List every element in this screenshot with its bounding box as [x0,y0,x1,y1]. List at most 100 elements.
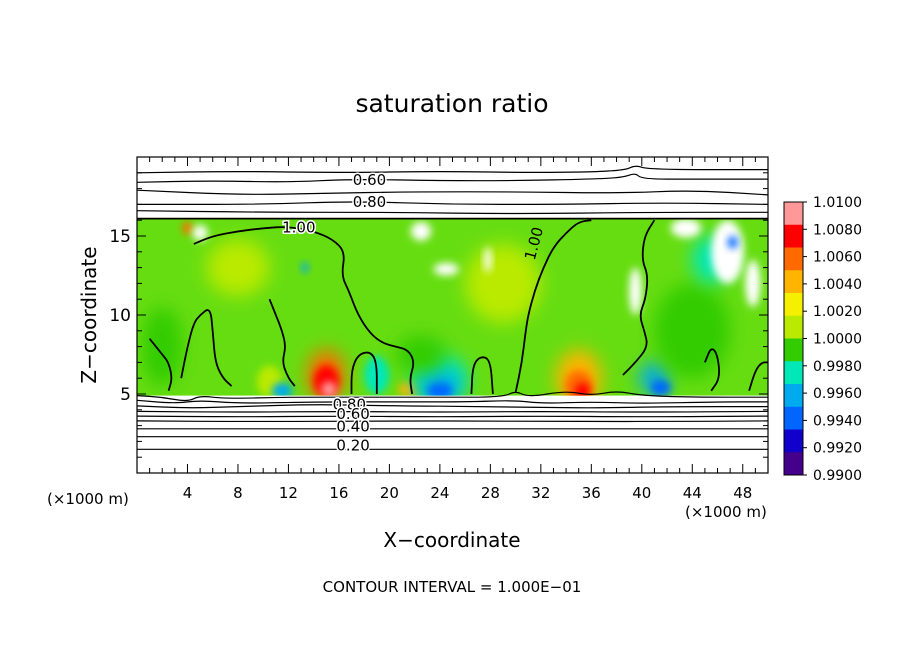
x-tick-label: 20 [380,484,399,502]
contour-line [137,420,768,423]
y-axis-ticks: 5 10 15 [109,172,768,458]
saturation-blob [574,382,591,396]
contour-line [137,189,768,196]
contour-line [514,219,592,393]
x-tick-label: 12 [279,484,298,502]
colorbar-label: 1.0060 [813,250,862,266]
colorbar-swatch [784,338,803,362]
saturation-blob [727,236,738,249]
saturation-blob [395,335,447,374]
contour-line [180,309,233,387]
colorbar-swatch [784,429,803,453]
contour-line [137,391,768,402]
contour-labels: 0.600.801.00 1.000.800.600.400.20 [281,170,547,456]
x-axis-label: X−coordinate [383,528,520,552]
y-tick-label: 15 [109,227,131,247]
colorbar-swatch [784,202,803,226]
colorbar-label: 0.9960 [813,386,862,402]
colorbar-swatch [784,293,803,317]
contour-label: 0.80 [353,193,386,211]
contour-line [268,298,296,387]
contour-label: 0.60 [336,405,369,423]
colorbar-label: 1.0100 [813,195,862,211]
contour-line [137,404,768,409]
x-tick-label: 8 [233,484,243,502]
contour-label: 1.00 [282,219,315,237]
saturation-blob [711,220,745,284]
saturation-blob [629,267,642,315]
colorbar-swatch [784,406,803,430]
colorbar-label: 1.0000 [813,332,862,348]
saturation-blob [670,218,702,238]
contour-lines [137,165,768,450]
x-tick-label: 40 [632,484,651,502]
x-tick-label: 4 [183,484,193,502]
colorbar-swatch [784,361,803,385]
contour-line [193,226,415,395]
saturation-blob [745,259,761,308]
colorbar-label: 0.9900 [813,468,862,484]
contour-line [137,201,768,206]
saturation-blob [410,221,432,241]
saturation-blob [484,247,492,273]
contour-line [350,351,378,394]
contour-line [137,165,768,174]
x-tick-label: 36 [582,484,601,502]
x-tick-label: 48 [733,484,752,502]
saturation-blob [650,379,671,396]
saturation-blob [427,382,453,396]
contour-line [622,219,656,376]
colorbar: 1.0100 1.0080 1.0060 1.0040 1.0020 1.0000 0.99… [783,195,862,484]
colorbar-label: 0.9940 [813,413,862,429]
x-unit-label: (×1000 m) [685,503,767,521]
x-tick-label: 24 [430,484,449,502]
contour-label: 0.20 [336,437,369,455]
x-tick-label: 28 [481,484,500,502]
colorbar-label: 0.9980 [813,359,862,375]
colorbar-swatch [784,270,803,294]
contour-line [137,410,768,413]
colorbar-label: 0.9920 [813,441,862,457]
contour-label: 0.40 [336,418,369,436]
x-tick-label: 44 [683,484,702,502]
y-axis-label: Z−coordinate [77,246,101,383]
saturation-blob [433,262,459,276]
saturation-blob [301,262,309,273]
colorbar-swatch [784,384,803,408]
colorbar-label: 1.0020 [813,304,862,320]
contour-line [704,348,720,392]
y-tick-label: 5 [120,385,131,405]
contour-label: 0.80 [333,395,366,413]
y-tick-label: 10 [109,306,131,326]
colorbar-swatch [784,224,803,248]
x-tick-label: 16 [329,484,348,502]
saturation-blob [465,243,541,323]
saturation-blob [654,283,731,379]
saturation-blob [272,382,293,396]
z-unit-label: (×1000 m) [47,490,129,508]
saturation-blob [142,307,183,387]
plot-area: 0.600.801.00 1.000.800.600.400.20 [136,156,769,474]
contour-line [148,338,173,392]
contour-line [470,356,494,395]
contour-interval-label: CONTOUR INTERVAL = 1.000E−01 [323,578,582,596]
saturation-blob [192,224,208,241]
x-axis-ticks: 4 8 12 16 20 24 28 32 36 40 44 48 [149,157,756,502]
x-tick-label: 32 [531,484,550,502]
colorbar-swatch [784,452,803,476]
colorbar-label: 1.0080 [813,222,862,238]
saturation-blob [182,221,193,235]
contour-label: 0.60 [353,171,386,189]
saturation-blob [321,381,337,396]
contour-line [748,361,768,392]
colorbar-swatch [784,315,803,339]
chart-title: saturation ratio [355,89,548,118]
colorbar-label: 1.0040 [813,277,862,293]
saturation-blob [206,239,270,297]
contour-line [137,415,768,418]
contour-line [137,399,768,404]
contour-line [137,173,768,183]
contour-line [137,210,768,215]
colorbar-swatch [784,247,803,271]
